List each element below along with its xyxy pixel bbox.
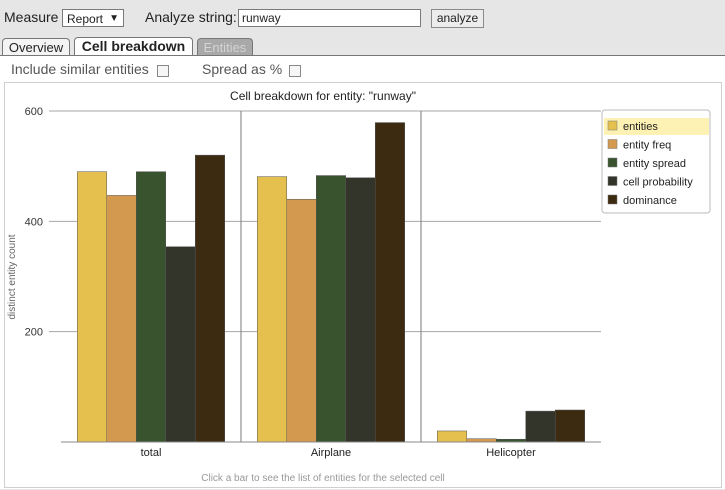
bar[interactable] — [345, 177, 376, 443]
legend-highlight — [604, 118, 709, 135]
legend-label[interactable]: cell probability — [623, 177, 693, 189]
bar[interactable] — [525, 410, 556, 443]
include-similar-label: Include similar entities — [11, 61, 149, 77]
legend-label[interactable]: entities — [623, 121, 658, 133]
bar[interactable] — [165, 246, 196, 443]
tab-entities: Entities — [197, 38, 253, 56]
legend-swatch — [607, 120, 618, 131]
bar[interactable] — [555, 409, 585, 443]
tab-overview[interactable]: Overview — [2, 38, 70, 56]
y-axis-label: distinct entity count — [7, 234, 18, 319]
bar[interactable] — [77, 171, 107, 443]
legend-label[interactable]: dominance — [623, 195, 677, 207]
toolbar: Measure Report ▼ Analyze string: runway … — [0, 0, 725, 36]
chart-title: Cell breakdown for entity: "runway" — [230, 89, 416, 103]
legend-label[interactable]: entity spread — [623, 158, 686, 170]
cell-breakdown-panel: Include similar entities Spread as % 200… — [0, 55, 725, 489]
bar[interactable] — [437, 430, 467, 443]
x-tick-label: Helicopter — [486, 447, 536, 459]
analyze-string-input[interactable]: runway — [238, 9, 421, 27]
bar[interactable] — [316, 175, 346, 443]
chart-footer-hint: Click a bar to see the list of entities … — [201, 473, 444, 484]
legend-swatch — [607, 194, 618, 205]
measure-label: Measure — [4, 9, 59, 25]
legend-box — [601, 109, 711, 214]
bar[interactable] — [257, 176, 287, 443]
bar[interactable] — [136, 171, 166, 443]
legend-label[interactable]: entity freq — [623, 140, 671, 152]
spread-pct-checkbox[interactable] — [289, 65, 301, 77]
chart-container: 200 400 600 total Airplane Helicopter Cell bre… — [4, 82, 722, 488]
analyze-button[interactable]: analyze — [431, 9, 484, 28]
include-similar-checkbox[interactable] — [157, 65, 169, 77]
bar-chart: 200 400 600 total Airplane Helicopter Cell bre… — [7, 89, 711, 484]
legend-swatch — [607, 157, 618, 168]
y-tick-label: 600 — [25, 106, 43, 118]
chevron-down-icon: ▼ — [109, 13, 119, 24]
measure-select-value: Report — [67, 12, 104, 26]
bar[interactable] — [195, 154, 225, 443]
y-tick-label: 400 — [25, 216, 43, 228]
bar[interactable] — [375, 122, 405, 443]
x-tick-label: Airplane — [311, 447, 351, 459]
spread-pct-label: Spread as % — [202, 61, 283, 77]
x-tick-label: total — [141, 447, 162, 459]
bar[interactable] — [106, 195, 137, 443]
y-tick-label: 200 — [25, 327, 43, 339]
tab-cell-breakdown[interactable]: Cell breakdown — [74, 37, 193, 57]
tab-bar: Overview Cell breakdown Entities — [0, 36, 725, 57]
legend-swatch — [607, 176, 618, 186]
analyze-label: Analyze string: — [145, 9, 237, 25]
measure-select[interactable]: Report ▼ — [62, 9, 124, 27]
legend-swatch — [607, 139, 618, 149]
bar[interactable] — [286, 199, 317, 443]
